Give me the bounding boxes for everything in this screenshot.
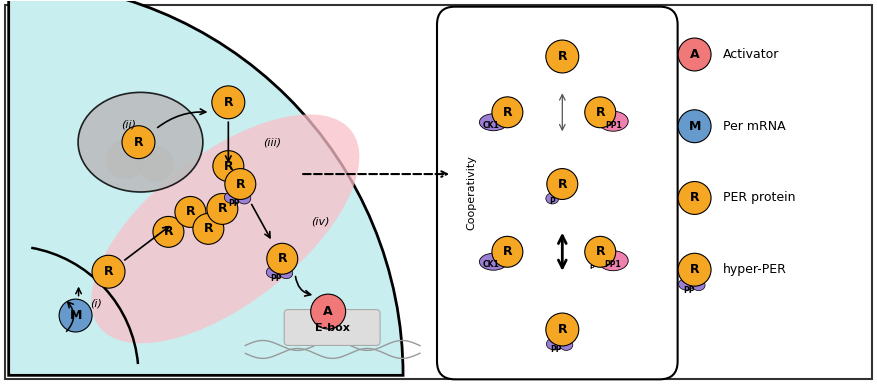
Circle shape [212, 86, 245, 119]
Circle shape [492, 97, 523, 128]
Circle shape [545, 40, 579, 73]
Ellipse shape [598, 251, 628, 271]
Circle shape [153, 217, 184, 247]
Ellipse shape [238, 193, 251, 204]
Circle shape [678, 182, 711, 214]
Circle shape [585, 97, 616, 128]
Circle shape [138, 146, 174, 182]
Circle shape [547, 169, 578, 199]
Text: R: R [595, 106, 605, 119]
Circle shape [225, 169, 256, 199]
Text: R: R [690, 263, 699, 276]
Circle shape [678, 38, 711, 71]
Text: R: R [186, 205, 196, 218]
Text: PP: PP [551, 346, 562, 354]
Circle shape [175, 197, 206, 227]
Circle shape [310, 294, 346, 329]
Text: PP: PP [683, 286, 695, 295]
Text: A: A [324, 305, 333, 318]
Text: R: R [224, 96, 233, 109]
Text: R: R [558, 323, 567, 336]
Text: PP: PP [229, 199, 240, 208]
Circle shape [678, 110, 711, 143]
Text: hyper-PER: hyper-PER [723, 263, 787, 276]
FancyBboxPatch shape [4, 5, 873, 379]
FancyBboxPatch shape [284, 310, 380, 346]
Circle shape [105, 139, 146, 179]
Ellipse shape [78, 93, 203, 192]
Circle shape [678, 253, 711, 286]
Circle shape [207, 194, 238, 224]
Ellipse shape [692, 280, 705, 291]
Text: (iii): (iii) [263, 137, 282, 147]
Text: R: R [690, 192, 699, 204]
Ellipse shape [91, 114, 360, 343]
Text: CK1: CK1 [483, 260, 500, 269]
Text: P: P [550, 197, 555, 206]
Ellipse shape [560, 339, 573, 351]
Circle shape [213, 151, 244, 182]
Text: R: R [558, 50, 567, 63]
Text: (iv): (iv) [311, 217, 330, 227]
Circle shape [92, 255, 125, 288]
Text: A: A [690, 48, 699, 61]
Circle shape [122, 126, 155, 159]
Text: Activator: Activator [723, 48, 779, 61]
Ellipse shape [280, 268, 293, 279]
Circle shape [545, 313, 579, 346]
Text: M: M [69, 309, 82, 322]
Text: Cooperativity: Cooperativity [466, 156, 476, 230]
Text: PP: PP [270, 274, 282, 283]
Text: R: R [236, 177, 246, 190]
Ellipse shape [598, 111, 628, 131]
Text: R: R [503, 106, 512, 119]
Circle shape [267, 243, 297, 274]
Text: R: R [133, 136, 143, 149]
Ellipse shape [480, 253, 508, 270]
Text: R: R [558, 177, 567, 190]
Text: R: R [503, 245, 512, 258]
Ellipse shape [546, 338, 562, 350]
Circle shape [585, 236, 616, 267]
Text: R: R [217, 202, 227, 215]
Text: M: M [688, 120, 701, 133]
Wedge shape [9, 0, 403, 375]
Text: CK1: CK1 [483, 121, 500, 130]
Ellipse shape [225, 192, 240, 204]
Text: (ii): (ii) [121, 119, 136, 129]
Text: (i): (i) [90, 299, 103, 309]
Text: R: R [203, 222, 213, 235]
Circle shape [492, 236, 523, 267]
Text: PER protein: PER protein [723, 192, 795, 204]
Text: PP1: PP1 [605, 121, 622, 130]
Ellipse shape [679, 278, 695, 290]
Text: Per mRNA: Per mRNA [723, 120, 785, 133]
FancyBboxPatch shape [437, 7, 678, 379]
Circle shape [59, 299, 92, 332]
Text: R: R [277, 252, 287, 265]
Ellipse shape [545, 193, 559, 204]
Text: P: P [589, 265, 594, 270]
Text: E-box: E-box [315, 323, 350, 333]
Text: R: R [595, 245, 605, 258]
Text: R: R [103, 265, 113, 278]
Text: R: R [224, 160, 233, 172]
Ellipse shape [267, 266, 282, 278]
Text: PP1: PP1 [604, 260, 621, 269]
Ellipse shape [480, 114, 508, 131]
Circle shape [193, 214, 224, 244]
Text: R: R [164, 225, 174, 238]
